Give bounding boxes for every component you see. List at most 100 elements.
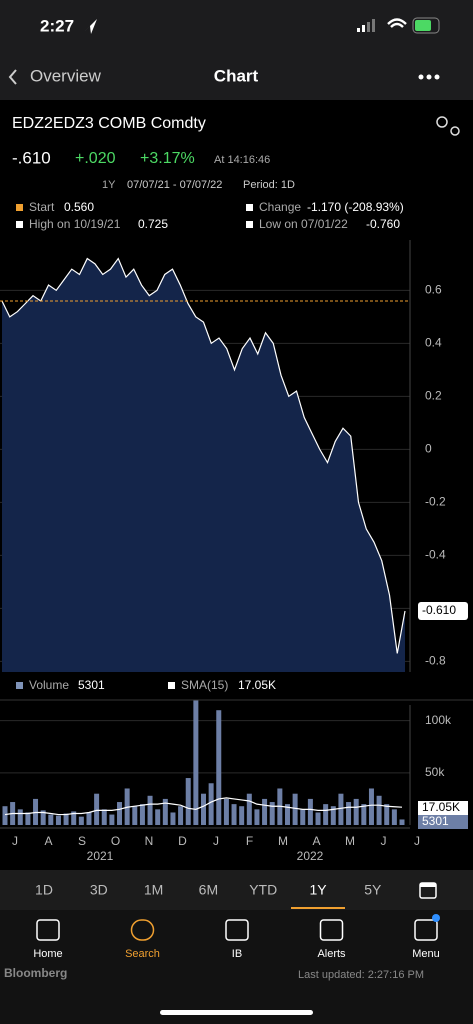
status-time: 2:27 <box>40 16 74 35</box>
last-label: -0.610 <box>422 603 456 617</box>
volume-bar <box>292 793 298 825</box>
start-label: Start <box>29 200 55 214</box>
range: 1Y <box>102 179 116 191</box>
notification-dot <box>432 914 440 922</box>
value-badge-label: 17.05K <box>422 800 460 814</box>
volume-bar <box>361 804 367 825</box>
change-label: Change <box>259 200 301 214</box>
settings-icon[interactable] <box>436 116 460 136</box>
x-tick-label: S <box>78 834 86 848</box>
change-swatch <box>246 204 253 211</box>
calendar-icon[interactable] <box>419 882 437 899</box>
tab-label[interactable]: Alerts <box>317 948 346 960</box>
period-tabs: 1D 3D 1M 6M YTD 1Y 5Y <box>35 882 382 909</box>
y-tick-label: 50k <box>425 765 445 779</box>
change-value: -1.170 (-208.93%) <box>307 200 404 214</box>
high-value: 0.725 <box>138 217 168 231</box>
x-tick-label: A <box>312 834 320 848</box>
volume-bar <box>185 778 191 825</box>
tab-label[interactable]: Menu <box>412 948 440 960</box>
volume-bar <box>368 788 374 825</box>
top-bar <box>0 0 473 100</box>
tab-icon[interactable] <box>414 919 438 941</box>
tab-label[interactable]: Search <box>125 948 160 960</box>
period-tab[interactable]: 6M <box>199 882 218 898</box>
x-tick-label: D <box>178 834 187 848</box>
tab-icon[interactable] <box>130 919 155 941</box>
value-badge <box>418 815 468 829</box>
volume-bar <box>139 804 145 825</box>
volume-bar <box>323 804 329 825</box>
volume-bar <box>117 802 123 825</box>
period-tab[interactable]: YTD <box>249 882 277 898</box>
volume-bar <box>40 810 46 825</box>
x-tick-label: F <box>246 834 253 848</box>
volume-bar <box>269 802 275 825</box>
volume-bar <box>208 783 214 825</box>
battery-level <box>415 20 431 31</box>
volume-bar <box>254 809 260 825</box>
period-tab[interactable]: 1M <box>144 882 163 898</box>
tab-icon[interactable] <box>225 919 249 941</box>
volume-bar <box>338 793 344 825</box>
volume-bar <box>170 812 176 825</box>
volume-bar <box>25 812 31 825</box>
location-icon <box>85 19 97 34</box>
volume-bar <box>216 710 222 825</box>
tabs: Home Search IB Alerts Menu <box>33 914 440 960</box>
volume-bar <box>193 699 199 825</box>
high-swatch <box>16 221 23 228</box>
x-tick-label: J <box>414 834 420 848</box>
period-tab[interactable]: 3D <box>90 882 108 898</box>
volume-bar <box>307 798 313 825</box>
period-tab[interactable]: 1D <box>35 882 53 898</box>
volume-bar <box>63 813 69 825</box>
period: Period: 1D <box>243 179 295 191</box>
sma-line <box>4 797 403 816</box>
x-tick-label: N <box>145 834 154 848</box>
back-label[interactable]: Overview <box>30 66 102 85</box>
pct-change: +3.17% <box>140 150 195 167</box>
volume-bar <box>101 809 107 825</box>
volume-bar <box>155 809 161 825</box>
legend-swatch <box>168 682 175 689</box>
volume-bar <box>284 804 290 825</box>
tab-icon[interactable] <box>36 919 60 941</box>
volume-bar <box>2 806 8 825</box>
y-tick-label: 0.6 <box>425 283 442 297</box>
volume-bar <box>300 809 306 825</box>
x-tick-label: A <box>44 834 52 848</box>
volume-bar <box>55 815 61 825</box>
low-label: Low on 07/01/22 <box>259 217 348 231</box>
back-icon[interactable] <box>8 69 17 85</box>
y-tick-label: 0.4 <box>425 336 442 350</box>
y-tick-label: -0.8 <box>425 654 446 668</box>
tab-label[interactable]: IB <box>232 948 242 960</box>
volume-bar <box>330 806 336 825</box>
volume-bar <box>262 798 268 825</box>
battery-icon <box>412 17 440 34</box>
volume-bar <box>78 816 84 825</box>
period-tab[interactable]: 5Y <box>364 882 382 898</box>
volume-bar <box>399 819 405 825</box>
period-tab[interactable]: 1Y <box>309 882 327 898</box>
volume-bar <box>71 811 77 825</box>
tab-icon[interactable] <box>319 919 344 941</box>
volume-bar <box>346 802 352 825</box>
volume-bar <box>86 812 92 825</box>
tab-bar <box>0 910 473 1024</box>
legend-value: 17.05K <box>238 678 276 692</box>
signal-icon <box>357 19 375 32</box>
tab-label[interactable]: Home <box>33 948 62 960</box>
ticker: EDZ2EDZ3 COMB Comdty <box>12 115 206 132</box>
y-tick-label: -0.4 <box>425 548 446 562</box>
volume-bar <box>132 806 138 825</box>
more-icon[interactable] <box>418 74 440 80</box>
y-tick-label: 100k <box>425 713 452 727</box>
dates: 07/07/21 - 07/07/22 <box>127 179 222 191</box>
x-tick-label: J <box>12 834 18 848</box>
legend-name: Volume <box>29 678 69 692</box>
volume-bar <box>147 795 153 825</box>
quote-time: At 14:16:46 <box>214 154 270 166</box>
